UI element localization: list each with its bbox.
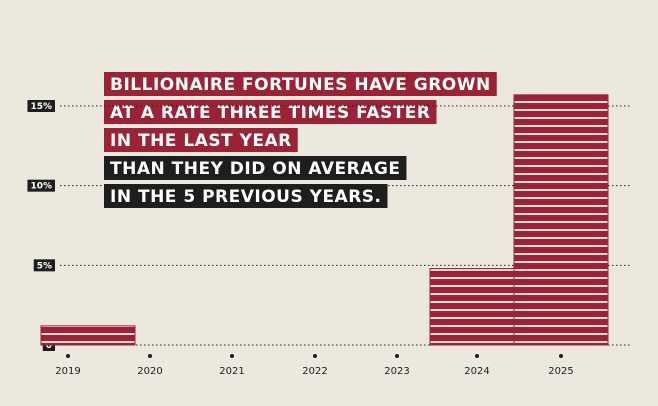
x-tick-label: 2019 (55, 366, 80, 377)
bar (40, 325, 136, 346)
x-tick-label: 2020 (137, 366, 162, 377)
x-tick-dot (230, 354, 234, 358)
x-tick-dot (395, 354, 399, 358)
y-tick-label: 0 (46, 341, 52, 351)
y-tick-box (33, 259, 55, 272)
x-tick-label: 2023 (384, 366, 409, 377)
title-line: IN THE LAST YEAR (110, 131, 292, 151)
y-tick-box (27, 100, 55, 112)
title-line: BILLIONAIRE FORTUNES HAVE GROWN (110, 75, 491, 95)
x-tick-dot (313, 354, 317, 358)
title-block: BILLIONAIRE FORTUNES HAVE GROWN AT A RATE… (104, 72, 497, 208)
y-tick-box (27, 179, 55, 192)
x-tick-dot (66, 354, 70, 358)
title-highlight (104, 184, 388, 208)
title-highlight (104, 72, 497, 96)
bar (513, 94, 609, 346)
y-tick-label: 10% (30, 182, 52, 192)
title-line: THAN THEY DID ON AVERAGE (110, 159, 400, 179)
title-line: AT A RATE THREE TIMES FASTER (110, 103, 431, 123)
x-tick-label: 2025 (548, 366, 573, 377)
x-tick-dot (559, 354, 563, 358)
x-tick-label: 2021 (219, 366, 244, 377)
x-tick-label: 2024 (464, 366, 489, 377)
y-tick-label: 5% (37, 261, 52, 271)
bar (429, 268, 525, 346)
x-tick-dot (148, 354, 152, 358)
x-tick-dot (475, 354, 479, 358)
y-tick-label: 15% (30, 102, 52, 112)
title-highlight (104, 156, 407, 180)
title-highlight (104, 100, 437, 124)
x-tick-label: 2022 (302, 366, 327, 377)
title-highlight (104, 128, 298, 152)
title-line: IN THE 5 PREVIOUS YEARS. (110, 187, 382, 207)
